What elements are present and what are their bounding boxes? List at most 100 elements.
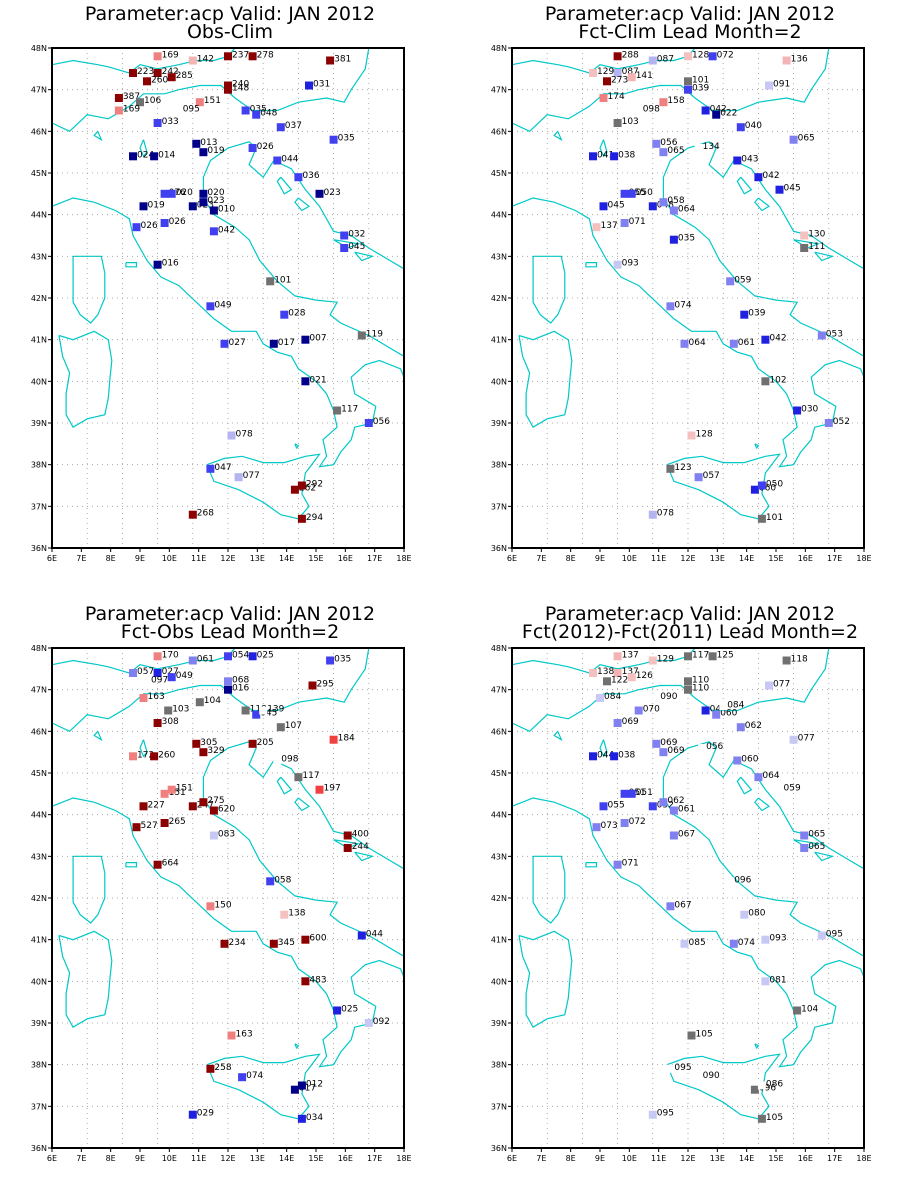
y-tick-label: 48N: [491, 44, 507, 53]
station-marker: [719, 702, 728, 711]
station-value-label: 059: [734, 275, 751, 285]
station-point: 069: [659, 746, 685, 757]
y-tick-label: 38N: [491, 1061, 507, 1070]
station-marker: [589, 752, 597, 761]
station-marker: [687, 1031, 696, 1040]
station-point: 265: [160, 817, 186, 827]
station-value-label: 069: [667, 746, 684, 756]
panel-obs-clim: Parameter:acp Valid: JAN 2012 Obs-Clim 6…: [0, 0, 460, 600]
y-tick-label: 36N: [491, 1144, 507, 1153]
station-marker: [800, 831, 809, 840]
station-value-label: 104: [801, 1005, 818, 1015]
station-marker: [188, 56, 197, 65]
x-tick-label: 14E: [739, 1154, 754, 1163]
station-marker: [652, 739, 661, 748]
station-marker: [775, 785, 784, 794]
station-point: 068: [224, 675, 249, 686]
station-marker: [248, 52, 257, 61]
station-marker: [648, 802, 657, 811]
station-value-label: 329: [207, 746, 224, 756]
station-value-label: 169: [162, 50, 179, 60]
station-value-label: 077: [773, 680, 790, 690]
station-marker: [143, 77, 151, 86]
station-marker: [150, 152, 159, 161]
station-value-label: 065: [667, 146, 684, 156]
station-marker: [613, 669, 622, 677]
station-value-label: 527: [141, 821, 158, 831]
station-point: 033: [153, 117, 179, 127]
station-point: 105: [757, 1113, 783, 1123]
station-marker: [627, 789, 636, 798]
station-point: 295: [308, 680, 334, 690]
station-marker: [301, 935, 310, 944]
station-marker: [817, 331, 826, 340]
panel-fct-obs: Parameter:acp Valid: JAN 2012 Fct-Obs Le…: [0, 600, 460, 1200]
station-value-label: 096: [734, 875, 751, 885]
x-tick-label: 8E: [106, 554, 116, 563]
station-point: 061: [669, 805, 695, 815]
station-marker: [698, 744, 707, 752]
station-point: 035: [326, 655, 351, 665]
station-value-label: 039: [692, 84, 709, 94]
y-tick-label: 42N: [491, 294, 507, 303]
station-marker: [800, 231, 809, 240]
station-point: 014: [150, 150, 176, 161]
station-value-label: 092: [373, 1017, 390, 1027]
station-point: 064: [680, 338, 706, 348]
station-point: 047: [206, 463, 232, 473]
station-marker: [740, 910, 749, 919]
station-value-label: 073: [601, 821, 618, 831]
y-tick-label: 39N: [31, 1019, 47, 1028]
station-point: 056: [652, 138, 678, 148]
station-marker: [206, 902, 215, 911]
station-marker: [153, 52, 162, 61]
panel-title-line2: Fct(2012)-Fct(2011) Lead Month=2: [521, 621, 859, 643]
station-value-label: 024: [137, 150, 154, 160]
station-value-label: 345: [278, 938, 295, 948]
station-value-label: 034: [306, 1113, 323, 1123]
station-marker: [174, 106, 183, 115]
station-marker: [610, 152, 619, 161]
station-point: 096: [726, 875, 752, 886]
station-point: 087: [648, 55, 674, 65]
station-value-label: 056: [706, 742, 723, 752]
x-tick-label: 17E: [367, 554, 382, 563]
station-marker: [132, 223, 141, 232]
x-tick-label: 11E: [191, 554, 206, 563]
station-point: 117: [684, 650, 709, 661]
station-point: 041: [589, 150, 614, 161]
station-value-label: 037: [285, 121, 302, 131]
station-marker: [750, 1085, 759, 1094]
station-value-label: 087: [622, 67, 639, 77]
station-point: 051: [620, 788, 646, 798]
station-point: 262: [290, 484, 316, 494]
station-value-label: 105: [696, 1030, 713, 1040]
station-point: 260: [150, 750, 176, 761]
station-value-label: 055: [629, 188, 646, 198]
x-tick-label: 8E: [566, 1154, 576, 1163]
x-tick-label: 7E: [536, 1154, 546, 1163]
station-marker: [708, 52, 717, 61]
station-value-label: 016: [232, 684, 249, 694]
station-marker: [712, 710, 721, 719]
station-marker: [817, 931, 826, 940]
station-value-label: 022: [720, 109, 737, 119]
station-value-label: 040: [745, 121, 762, 131]
station-point: 010: [209, 205, 235, 215]
station-point: 065: [800, 830, 825, 840]
station-point: 026: [248, 142, 274, 152]
station-value-label: 087: [657, 55, 674, 65]
station-point: 060: [750, 484, 776, 494]
station-point: 049: [206, 300, 232, 311]
station-value-label: 038: [618, 750, 635, 760]
station-marker: [613, 52, 622, 61]
station-value-label: 045: [608, 200, 625, 210]
station-value-label: 027: [162, 667, 179, 677]
y-tick-label: 44N: [31, 811, 47, 820]
station-point: 223: [129, 67, 154, 77]
station-marker: [167, 73, 176, 82]
x-tick-label: 16E: [798, 554, 813, 563]
station-value-label: 134: [703, 142, 720, 152]
station-value-label: 285: [176, 71, 193, 81]
